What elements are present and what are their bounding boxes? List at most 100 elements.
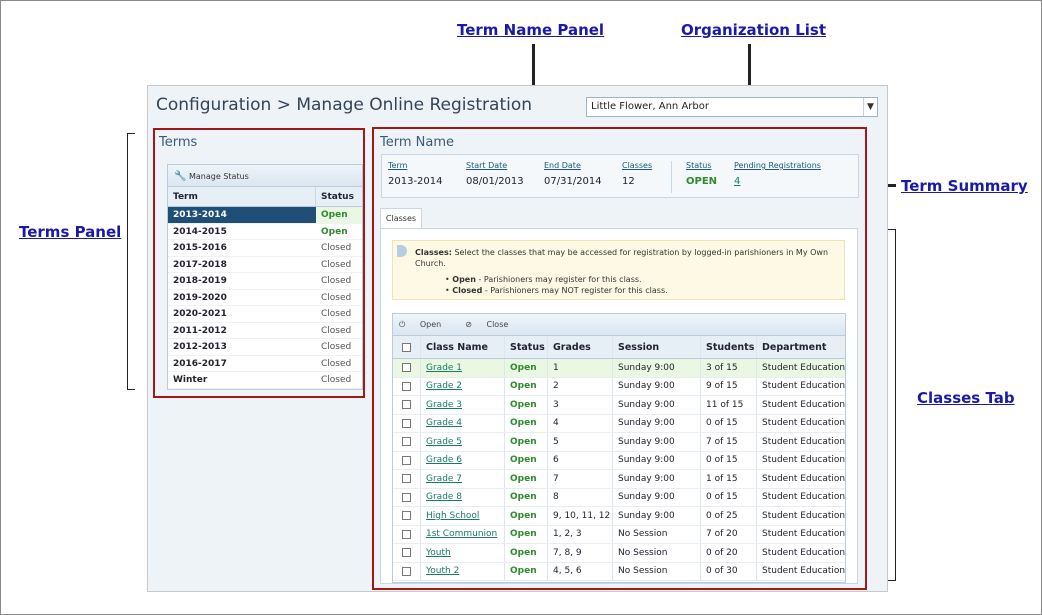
term-status-cell: Open: [321, 226, 348, 237]
class-department-cell: Student Education: [762, 492, 846, 503]
class-students-cell: 7 of 15: [701, 433, 757, 451]
summary-start: Start Date 08/01/2013: [466, 161, 524, 187]
chevron-down-icon[interactable]: ▼: [863, 98, 877, 116]
table-row[interactable]: Grade 1 Open 1 Sunday 9:00 3 of 15 Student Ed…: [393, 359, 845, 378]
summary-pending-label[interactable]: Pending Registrations: [734, 161, 821, 170]
checkbox-box: [402, 455, 411, 465]
class-name-link[interactable]: Grade 3: [426, 399, 463, 410]
class-session-cell: No Session: [613, 544, 701, 562]
row-checkbox[interactable]: [393, 525, 421, 543]
class-name-cell: Grade 8: [421, 488, 505, 506]
class-name-cell: Grade 4: [421, 414, 505, 432]
table-row[interactable]: High School Open 9, 10, 11, 12 Sunday 9:00 0…: [393, 507, 845, 526]
row-checkbox[interactable]: [393, 562, 421, 580]
table-row[interactable]: Grade 7 Open 7 Sunday 9:00 1 of 15 Student Ed…: [393, 470, 845, 489]
summary-status-label[interactable]: Status: [686, 161, 712, 170]
class-name-cell: High School: [421, 507, 505, 525]
term-row[interactable]: 2013-2014 Open: [168, 207, 362, 224]
checkbox-box: [402, 400, 411, 410]
row-checkbox[interactable]: [393, 433, 421, 451]
summary-end-value: 07/31/2014: [544, 176, 602, 187]
row-checkbox[interactable]: [393, 544, 421, 562]
row-checkbox[interactable]: [393, 377, 421, 395]
term-row[interactable]: 2011-2012 Closed: [168, 323, 362, 339]
class-session-cell: Sunday 9:00: [613, 414, 701, 432]
row-checkbox[interactable]: [393, 488, 421, 506]
class-session-cell: Sunday 9:00: [613, 488, 701, 506]
class-name-link[interactable]: Grade 8: [426, 492, 463, 503]
terms-col-term[interactable]: Term: [168, 187, 316, 206]
class-students-cell: 0 of 15: [701, 451, 757, 469]
row-checkbox[interactable]: [393, 414, 421, 432]
term-name-cell: 2018-2019: [173, 276, 227, 286]
open-button[interactable]: ⏻ Open: [399, 320, 453, 330]
row-checkbox[interactable]: [393, 507, 421, 525]
summary-term-label[interactable]: Term: [388, 161, 408, 170]
term-row[interactable]: Winter Closed: [168, 372, 362, 389]
term-name-cell: 2020-2021: [173, 309, 227, 319]
class-name-link[interactable]: Youth: [426, 547, 451, 558]
manage-status-label: Manage Status: [189, 172, 249, 181]
row-checkbox[interactable]: [393, 396, 421, 414]
table-row[interactable]: Grade 4 Open 4 Sunday 9:00 0 of 15 Student Ed…: [393, 414, 845, 433]
summary-status-value: OPEN: [686, 176, 718, 187]
term-row[interactable]: 2017-2018 Closed: [168, 257, 362, 273]
term-status-cell: Closed: [321, 309, 352, 319]
term-row[interactable]: 2019-2020 Closed: [168, 290, 362, 306]
manage-status-button[interactable]: 🔧 Manage Status: [168, 165, 362, 187]
table-row[interactable]: Youth Open 7, 8, 9 No Session 0 of 20 Student…: [393, 544, 845, 563]
bracket-classes-tab: [888, 229, 896, 581]
row-checkbox[interactable]: [393, 470, 421, 488]
class-name-link[interactable]: Grade 6: [426, 455, 463, 466]
col-department[interactable]: Department: [762, 341, 827, 353]
term-row[interactable]: 2018-2019 Closed: [168, 273, 362, 290]
table-row[interactable]: 1st Communion Open 1, 2, 3 No Session 7 of 2…: [393, 525, 845, 544]
class-students-cell: 0 of 15: [701, 414, 757, 432]
table-row[interactable]: Grade 5 Open 5 Sunday 9:00 7 of 15 Student Ed…: [393, 433, 845, 452]
select-all-checkbox[interactable]: [393, 336, 421, 358]
term-row[interactable]: 2016-2017 Closed: [168, 356, 362, 372]
close-button[interactable]: ⊘ Close: [465, 320, 520, 329]
col-class-name[interactable]: Class Name: [421, 336, 505, 358]
tab-classes[interactable]: Classes: [380, 208, 422, 229]
col-students[interactable]: Students: [701, 336, 757, 358]
class-name-link[interactable]: Grade 4: [426, 418, 463, 429]
term-row[interactable]: 2015-2016 Closed: [168, 240, 362, 257]
col-session[interactable]: Session: [613, 336, 701, 358]
summary-start-label[interactable]: Start Date: [466, 161, 508, 170]
summary-classes: Classes 12: [622, 161, 652, 187]
table-row[interactable]: Grade 8 Open 8 Sunday 9:00 0 of 15 Student Ed…: [393, 488, 846, 507]
row-checkbox[interactable]: [393, 359, 421, 377]
table-row[interactable]: Grade 6 Open 6 Sunday 9:00 0 of 15 Student Ed…: [393, 451, 845, 470]
class-name-link[interactable]: High School: [426, 510, 480, 521]
table-row[interactable]: Grade 2 Open 2 Sunday 9:00 9 of 15 Student Ed…: [393, 377, 846, 396]
info-list: Open - Parishioners may register for thi…: [415, 274, 836, 296]
class-name-link[interactable]: Grade 2: [426, 381, 463, 392]
class-name-link[interactable]: Grade 5: [426, 436, 463, 447]
class-name-cell: Grade 5: [421, 433, 505, 451]
class-name-link[interactable]: Youth 2: [426, 566, 460, 577]
summary-classes-label[interactable]: Classes: [622, 161, 653, 170]
row-checkbox[interactable]: [393, 451, 421, 469]
class-name-link[interactable]: Grade 1: [426, 362, 463, 373]
table-row[interactable]: Youth 2 Open 4, 5, 6 No Session 0 of 30 Stude…: [393, 562, 845, 581]
class-department-cell: Student Education: [762, 381, 846, 392]
summary-pending-value[interactable]: 4: [734, 176, 741, 187]
info-lead-text: Select the classes that may be accessed …: [415, 248, 829, 268]
class-session-cell: Sunday 9:00: [613, 507, 701, 525]
col-status[interactable]: Status: [505, 336, 548, 358]
term-row[interactable]: 2014-2015 Open: [168, 224, 362, 240]
term-name-cell: 2015-2016: [173, 243, 227, 253]
organization-select[interactable]: Little Flower, Ann Arbor ▼: [586, 97, 878, 117]
table-row[interactable]: Grade 3 Open 3 Sunday 9:00 11 of 15 Student E…: [393, 396, 845, 415]
term-row[interactable]: 2020-2021 Closed: [168, 306, 362, 323]
class-session-cell: No Session: [613, 562, 701, 580]
class-students-cell: 3 of 15: [701, 359, 757, 377]
class-name-link[interactable]: 1st Communion: [426, 529, 498, 540]
summary-end-label[interactable]: End Date: [544, 161, 581, 170]
class-name-link[interactable]: Grade 7: [426, 473, 463, 484]
class-session-cell: Sunday 9:00: [613, 396, 701, 414]
col-grades[interactable]: Grades: [548, 336, 613, 358]
term-row[interactable]: 2012-2013 Closed: [168, 339, 362, 356]
terms-col-status[interactable]: Status: [321, 192, 354, 202]
